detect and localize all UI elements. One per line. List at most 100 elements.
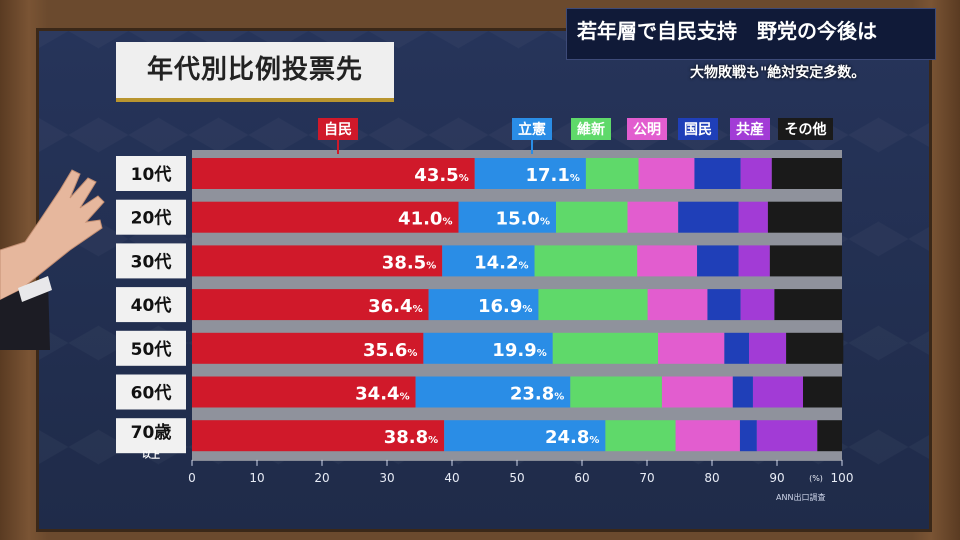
bar-segment xyxy=(769,245,842,277)
x-tick-label: 70 xyxy=(639,471,654,485)
row-label-box xyxy=(116,418,186,454)
bar-value-unit: % xyxy=(407,348,417,359)
x-tick-label: 90 xyxy=(769,471,784,485)
bar-segment xyxy=(458,201,556,233)
bar-segment xyxy=(444,420,606,452)
bar-segment xyxy=(803,376,842,408)
bar-value: 14.2 xyxy=(474,252,518,273)
bar-segment xyxy=(817,420,842,452)
row-label: 70歳 xyxy=(131,422,172,443)
x-tick-label: 0 xyxy=(188,471,196,485)
bar-segment xyxy=(192,245,443,277)
bar-segment xyxy=(192,201,459,233)
bar-segment xyxy=(786,332,844,364)
row-sublabel: 以上 xyxy=(142,449,160,461)
bar-value-label: 41.0% xyxy=(398,209,452,230)
bar-segment xyxy=(627,201,679,233)
bar-value-unit: % xyxy=(428,435,438,446)
news-headline: 若年層で自民支持 野党の今後は xyxy=(577,19,877,43)
bar-segment xyxy=(552,332,659,364)
bar-value-unit: % xyxy=(537,348,547,359)
bar-value-label: 17.1% xyxy=(525,165,579,186)
bar-segment xyxy=(732,376,753,408)
bar-segment xyxy=(767,201,842,233)
bar-value: 34.4 xyxy=(355,384,399,405)
row-label-box xyxy=(116,330,186,366)
bar-value-label: 38.5% xyxy=(382,252,436,273)
bar-value-unit: % xyxy=(540,217,550,228)
row-label-box xyxy=(116,374,186,410)
bar-value: 36.4 xyxy=(368,296,412,317)
bar-value-unit: % xyxy=(442,217,452,228)
x-tick-label: 20 xyxy=(314,471,329,485)
bar-value-label: 34.4% xyxy=(355,384,409,405)
bar-value: 41.0 xyxy=(398,209,442,230)
bar-value: 15.0 xyxy=(496,209,540,230)
bar-value-unit: % xyxy=(519,260,529,271)
row-label-box xyxy=(116,156,186,191)
bar-value-unit: % xyxy=(522,304,532,315)
bar-value-label: 24.8% xyxy=(545,427,599,448)
row-label-box xyxy=(116,199,186,235)
bar-value-unit: % xyxy=(426,260,436,271)
bar-segment xyxy=(637,245,698,277)
bar-segment xyxy=(638,158,695,189)
bar-segment xyxy=(740,289,775,321)
bar-segment xyxy=(771,158,842,189)
bar-segment xyxy=(675,420,740,452)
x-tick-label: 40 xyxy=(444,471,459,485)
chart-title-panel: 年代別比例投票先 xyxy=(116,42,394,102)
news-subheadline: 大物敗戦も"絶対安定多数。 xyxy=(690,65,866,81)
legend-swatch xyxy=(512,118,552,140)
legend-swatch xyxy=(778,118,833,140)
legend-label: 立憲 xyxy=(518,121,546,138)
bar-segment xyxy=(738,245,770,277)
legend-swatch xyxy=(678,118,718,140)
bar-value: 43.5 xyxy=(414,165,458,186)
x-tick-label: 50 xyxy=(509,471,524,485)
data-source-credit: ANN出口調査 xyxy=(776,493,826,502)
bar-value: 17.1 xyxy=(525,165,569,186)
row-label: 50代 xyxy=(131,339,172,360)
bar-segment xyxy=(661,376,733,408)
bar-segment xyxy=(605,420,676,452)
legend-swatch xyxy=(571,118,611,140)
legend-label: 公明 xyxy=(633,122,661,138)
row-label-box xyxy=(116,287,186,323)
bar-value-label: 35.6% xyxy=(363,340,417,361)
bar-segment xyxy=(707,289,741,321)
bar-segment xyxy=(442,245,535,277)
bar-value-unit: % xyxy=(554,392,564,403)
bar-value: 38.8 xyxy=(384,427,428,448)
x-tick-label: 100 xyxy=(831,471,854,485)
bar-segment xyxy=(415,376,571,408)
bar-value: 16.9 xyxy=(478,296,522,317)
bar-value-label: 43.5% xyxy=(414,165,468,186)
bar-value-label: 15.0% xyxy=(496,209,550,230)
bar-value: 38.5 xyxy=(382,252,426,273)
bar-segment xyxy=(192,376,416,408)
bar-segment xyxy=(647,289,708,321)
bar-value-unit: % xyxy=(413,304,423,315)
bar-segment xyxy=(697,245,739,277)
x-tick-label: 60 xyxy=(574,471,589,485)
bar-value-unit: % xyxy=(459,173,469,184)
bar-segment xyxy=(192,420,445,452)
bar-segment xyxy=(192,158,475,189)
bar-segment xyxy=(192,332,424,364)
x-tick-label: 30 xyxy=(379,471,394,485)
x-tick-label: 10 xyxy=(249,471,264,485)
row-label: 10代 xyxy=(131,164,172,185)
bar-segment xyxy=(428,289,539,321)
bar-value: 24.8 xyxy=(545,427,589,448)
legend-label: 自民 xyxy=(324,121,352,138)
legend-swatch xyxy=(627,118,667,140)
bar-segment xyxy=(423,332,553,364)
bar-segment xyxy=(756,420,818,452)
bar-segment xyxy=(534,245,638,277)
bar-segment xyxy=(694,158,741,189)
bar-segment xyxy=(724,332,750,364)
bar-value-unit: % xyxy=(589,435,599,446)
legend-swatch xyxy=(730,118,770,140)
row-label: 60代 xyxy=(131,383,172,404)
